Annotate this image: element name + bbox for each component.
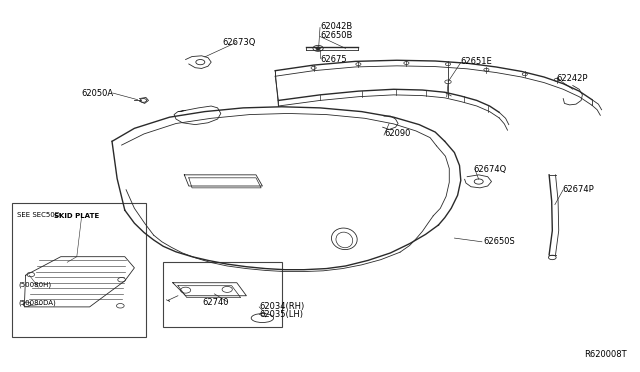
Text: 62650S: 62650S [483,237,515,246]
Text: (50080DA): (50080DA) [18,299,56,306]
Text: 62034(RH): 62034(RH) [259,302,305,311]
Text: 62740: 62740 [203,298,229,307]
Text: 62242P: 62242P [557,74,588,83]
Text: 62042B: 62042B [320,22,352,31]
Text: 62090: 62090 [384,129,410,138]
Text: 62675: 62675 [320,55,347,64]
Text: (50080H): (50080H) [18,282,51,288]
Circle shape [316,47,320,49]
Text: 62050A: 62050A [82,89,114,97]
Bar [12,203,146,337]
Text: SKID PLATE: SKID PLATE [54,213,100,219]
Text: R620008T: R620008T [584,350,627,359]
Text: 62673Q: 62673Q [223,38,256,47]
Text: SEE SEC50D: SEE SEC50D [17,212,60,218]
Text: 62651E: 62651E [461,57,493,66]
Text: 62650B: 62650B [320,31,353,40]
Bar [163,262,282,327]
Text: 62035(LH): 62035(LH) [259,310,303,319]
Text: 62674Q: 62674Q [474,165,507,174]
Text: 62674P: 62674P [562,185,594,194]
